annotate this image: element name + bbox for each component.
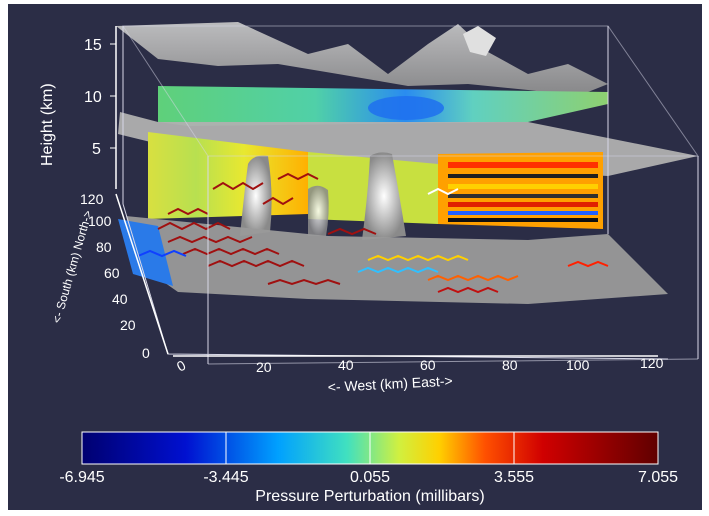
height-tick-10: 10	[84, 89, 102, 106]
height-axis-label: Height (km)	[39, 83, 56, 166]
east-bands-2	[448, 174, 598, 178]
southnorth-tick-40: 40	[112, 291, 128, 307]
southnorth-tick-120: 120	[80, 191, 104, 207]
westeast-axis-label: <- West (km) East->	[327, 372, 453, 395]
westeast-tick-40: 40	[338, 357, 354, 373]
visualization-frame: 15 10 5 Height (km) 120 100 80 60 40 20 …	[8, 4, 702, 510]
southnorth-tick-20: 20	[120, 317, 136, 333]
colorbar-tick-min: -6.945	[59, 469, 104, 486]
height-tick-marks	[110, 44, 116, 148]
low-pressure-core	[368, 96, 444, 120]
updraft-tower-3	[308, 186, 329, 236]
southnorth-tick-60: 60	[104, 265, 120, 281]
height-tick-15: 15	[84, 37, 102, 54]
southnorth-axis-label: <- South (km) North->	[49, 209, 95, 325]
east-bands-1	[448, 162, 598, 168]
upper-isosurface	[116, 22, 608, 96]
westeast-tick-80: 80	[502, 357, 518, 373]
colorbar-tick-max: 7.055	[638, 469, 678, 486]
colorbar-tick-mid: 0.055	[350, 469, 390, 486]
east-bands-3	[448, 184, 598, 189]
east-bands-7	[448, 218, 598, 222]
southnorth-tick-80: 80	[96, 239, 112, 255]
height-tick-5: 5	[92, 141, 101, 158]
colorbar-tick-4: 3.555	[494, 469, 534, 486]
westeast-tick-0: 0	[174, 357, 189, 375]
east-bands-6	[448, 211, 598, 215]
colorbar-title: Pressure Perturbation (millibars)	[255, 488, 484, 505]
storm-3d-render: 15 10 5 Height (km) 120 100 80 60 40 20 …	[8, 4, 702, 510]
westeast-tick-120: 120	[640, 355, 664, 371]
westeast-tick-20: 20	[256, 359, 272, 375]
east-bands-5	[448, 202, 598, 207]
east-bands-4	[448, 194, 598, 198]
southnorth-tick-0: 0	[142, 345, 150, 361]
westeast-tick-100: 100	[566, 357, 590, 373]
colorbar-tick-2: -3.445	[203, 469, 248, 486]
westeast-tick-60: 60	[420, 357, 436, 373]
